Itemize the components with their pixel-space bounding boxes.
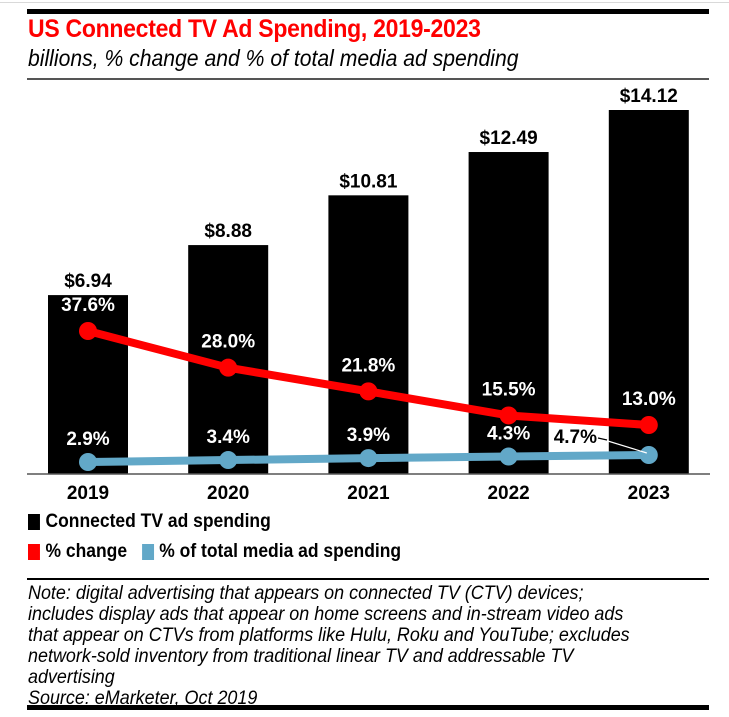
legend-row-2: % change % of total media ad spending [28, 541, 416, 563]
legend-swatch-share [141, 544, 154, 560]
x-tick-label: 2020 [207, 483, 249, 504]
note-line: Note: digital advertising that appears o… [28, 582, 584, 604]
share-leader-line-black [597, 437, 608, 441]
source-line: Source: eMarketer, Oct 2019 [28, 687, 258, 709]
chart-subtitle: billions, % change and % of total media … [28, 45, 519, 71]
share-point [219, 451, 238, 470]
top-border [0, 2, 729, 3]
share-label: 3.9% [347, 425, 390, 446]
legend-swatch-change [28, 544, 40, 560]
bar-value-label: $6.94 [64, 271, 112, 292]
subtitle-rule [27, 78, 709, 80]
legend-label-ctv: Connected TV ad spending [45, 511, 271, 532]
bar-2023 [608, 110, 689, 474]
bar-value-label: $14.12 [620, 86, 678, 107]
change-point [79, 322, 97, 340]
share-leader-line [597, 437, 647, 454]
share-point [499, 447, 518, 466]
change-label: 21.8% [341, 355, 395, 376]
change-point [219, 358, 238, 377]
note-line: network-sold inventory from traditional … [28, 645, 574, 667]
legend-label-change: % change [45, 541, 128, 562]
bar-value-label: $12.49 [480, 128, 538, 149]
legend-label-share: % of total media ad spending [159, 541, 402, 562]
share-label: 4.3% [487, 424, 530, 445]
notes: Note: digital advertising that appears o… [28, 583, 672, 709]
share-point [359, 449, 378, 468]
change-point [359, 382, 378, 401]
header-rule [27, 9, 709, 14]
x-tick-label: 2022 [487, 483, 529, 504]
bar-value-label: $10.81 [339, 171, 398, 192]
change-point [499, 406, 518, 425]
footer-rule [27, 705, 709, 710]
notes-rule [27, 578, 709, 580]
bar-value-label: $8.88 [204, 221, 252, 242]
share-label-2023: 4.7% [554, 427, 597, 448]
bar-2021 [328, 195, 409, 474]
x-tick-label: 2021 [347, 483, 390, 504]
x-tick-label: 2023 [628, 483, 670, 504]
chart-title: US Connected TV Ad Spending, 2019-2023 [28, 15, 481, 43]
legend-row-1: Connected TV ad spending [28, 511, 286, 533]
x-tick-label: 2019 [67, 483, 109, 504]
change-label: 13.0% [622, 389, 676, 410]
share-point [639, 446, 658, 464]
change-label: 37.6% [61, 295, 115, 316]
note-line: includes display ads that appear on home… [28, 603, 624, 625]
change-label: 28.0% [201, 332, 255, 353]
legend-swatch-ctv [28, 514, 40, 530]
change-point [639, 416, 658, 434]
note-line: that appear on CTVs from platforms like … [28, 624, 630, 646]
change-label: 15.5% [482, 379, 536, 400]
share-point [79, 453, 97, 471]
share-label: 2.9% [66, 429, 109, 450]
share-label: 3.4% [207, 427, 250, 448]
chart-area: $6.94 2019 $8.88 2020 $10.81 2021 $12.49 2022 $1… [27, 86, 710, 504]
note-line: advertising [28, 666, 115, 688]
